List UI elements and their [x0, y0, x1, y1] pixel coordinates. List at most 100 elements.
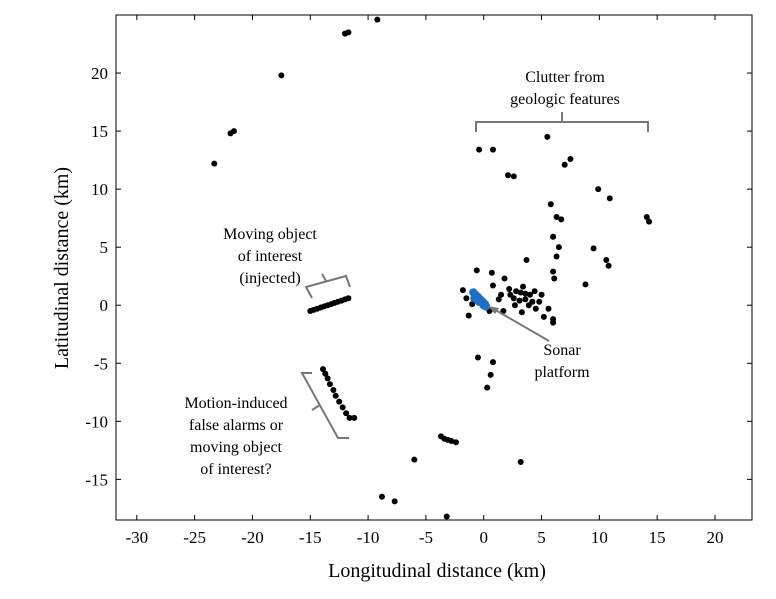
annotation-clutter-line-1: Clutter from [525, 69, 605, 86]
detection-point [550, 319, 557, 326]
sonar-platform-point [479, 301, 488, 310]
detection-point [489, 146, 496, 153]
annotation-sonar-line-1: Sonar [543, 342, 581, 359]
detection-point [378, 493, 385, 500]
detection-point [526, 291, 533, 298]
annotation-false-line-1: Motion-induced [184, 395, 287, 412]
detection-point [505, 172, 512, 179]
detection-point [544, 133, 551, 140]
detection-point [522, 290, 529, 297]
detection-point [495, 296, 502, 303]
detection-point [532, 305, 539, 312]
detection-point [345, 29, 352, 36]
plot-frame [115, 14, 753, 521]
detection-point [582, 281, 589, 288]
detection-point [448, 438, 455, 445]
detection-point [463, 295, 470, 302]
y-axis-label: Latitudinal distance (km) [51, 167, 73, 369]
detection-point [513, 288, 520, 295]
y-tick-label: 15 [91, 122, 108, 141]
x-tick-label: 10 [591, 528, 608, 547]
detection-point [459, 287, 466, 294]
annotation-false-line-4: of interest? [200, 461, 272, 478]
detection-point [646, 218, 653, 225]
x-tick-label: 15 [649, 528, 666, 547]
detection-point [590, 245, 597, 252]
annotation-sonar-arrowhead [488, 306, 499, 314]
detection-point [558, 216, 565, 223]
detection-point [488, 269, 495, 276]
annotation-clutter: Clutter from geologic features [475, 69, 649, 132]
x-tick-label: -30 [125, 528, 148, 547]
annotation-false-bracket [300, 372, 349, 439]
detection-point [603, 256, 610, 263]
x-tick-label: -5 [419, 528, 433, 547]
detection-point [550, 268, 557, 275]
detection-point [374, 16, 381, 23]
x-axis-label: Longitudinal distance (km) [328, 560, 546, 582]
detection-point [498, 291, 505, 298]
detection-point [553, 253, 560, 260]
detection-point [484, 384, 491, 391]
detection-point [452, 439, 459, 446]
detection-point [510, 173, 517, 180]
x-tick-label: -10 [357, 528, 380, 547]
annotation-false-line-3: moving object [190, 439, 283, 456]
y-tick-label: -10 [85, 412, 108, 431]
detection-point [507, 291, 514, 298]
detection-point [520, 283, 527, 290]
x-tick-label: -20 [241, 528, 264, 547]
detection-point [336, 398, 343, 405]
detection-point [501, 275, 508, 282]
annotation-sonar-line-2: platform [534, 364, 590, 381]
detection-point [567, 155, 574, 162]
detection-point [606, 195, 613, 202]
x-tick-label: -15 [299, 528, 322, 547]
y-tick-label: 20 [91, 64, 108, 83]
data-points [211, 16, 653, 520]
detection-point [391, 498, 398, 505]
detection-point [474, 354, 481, 361]
detection-point [553, 214, 560, 220]
annotation-moving-bracket [304, 273, 351, 299]
detection-point [345, 295, 352, 302]
detection-point [523, 256, 530, 263]
detection-point [473, 267, 480, 274]
detection-point [324, 375, 331, 382]
detection-point [517, 458, 524, 465]
annotation-moving-line-1: Moving object [223, 226, 317, 243]
annotation-sonar-arrow [491, 307, 550, 342]
detection-point [561, 161, 568, 168]
annotation-clutter-bracket [475, 112, 649, 132]
y-tick-label: -5 [94, 354, 108, 373]
detection-point [506, 285, 513, 292]
detection-point [443, 513, 450, 520]
detection-point [476, 146, 483, 153]
detection-point [595, 186, 602, 193]
detection-point [230, 128, 237, 135]
y-tick-label: -15 [85, 470, 108, 489]
detection-point [339, 404, 346, 411]
detection-point [531, 288, 538, 295]
annotation-clutter-line-2: geologic features [510, 91, 620, 108]
x-tick-label: 5 [537, 528, 546, 547]
annotation-false-alarms: Motion-induced false alarms or moving ob… [184, 372, 349, 478]
annotation-moving-object: Moving object of interest (injected) [223, 226, 351, 299]
detection-point [500, 308, 507, 315]
detection-point [330, 386, 337, 393]
detection-point [278, 72, 285, 79]
detection-point [525, 302, 532, 309]
y-tick-label: 0 [100, 296, 109, 315]
detection-point [516, 297, 523, 304]
detection-point [326, 381, 333, 388]
detection-point [518, 309, 525, 316]
annotation-sonar-platform: Sonar platform [488, 306, 590, 381]
y-tick-label: 10 [91, 180, 108, 199]
detection-point [555, 244, 562, 251]
detection-point [545, 305, 552, 312]
detection-point [343, 410, 350, 417]
detection-point [211, 160, 218, 167]
detection-point [469, 301, 476, 308]
y-tick-label: 5 [100, 238, 109, 257]
